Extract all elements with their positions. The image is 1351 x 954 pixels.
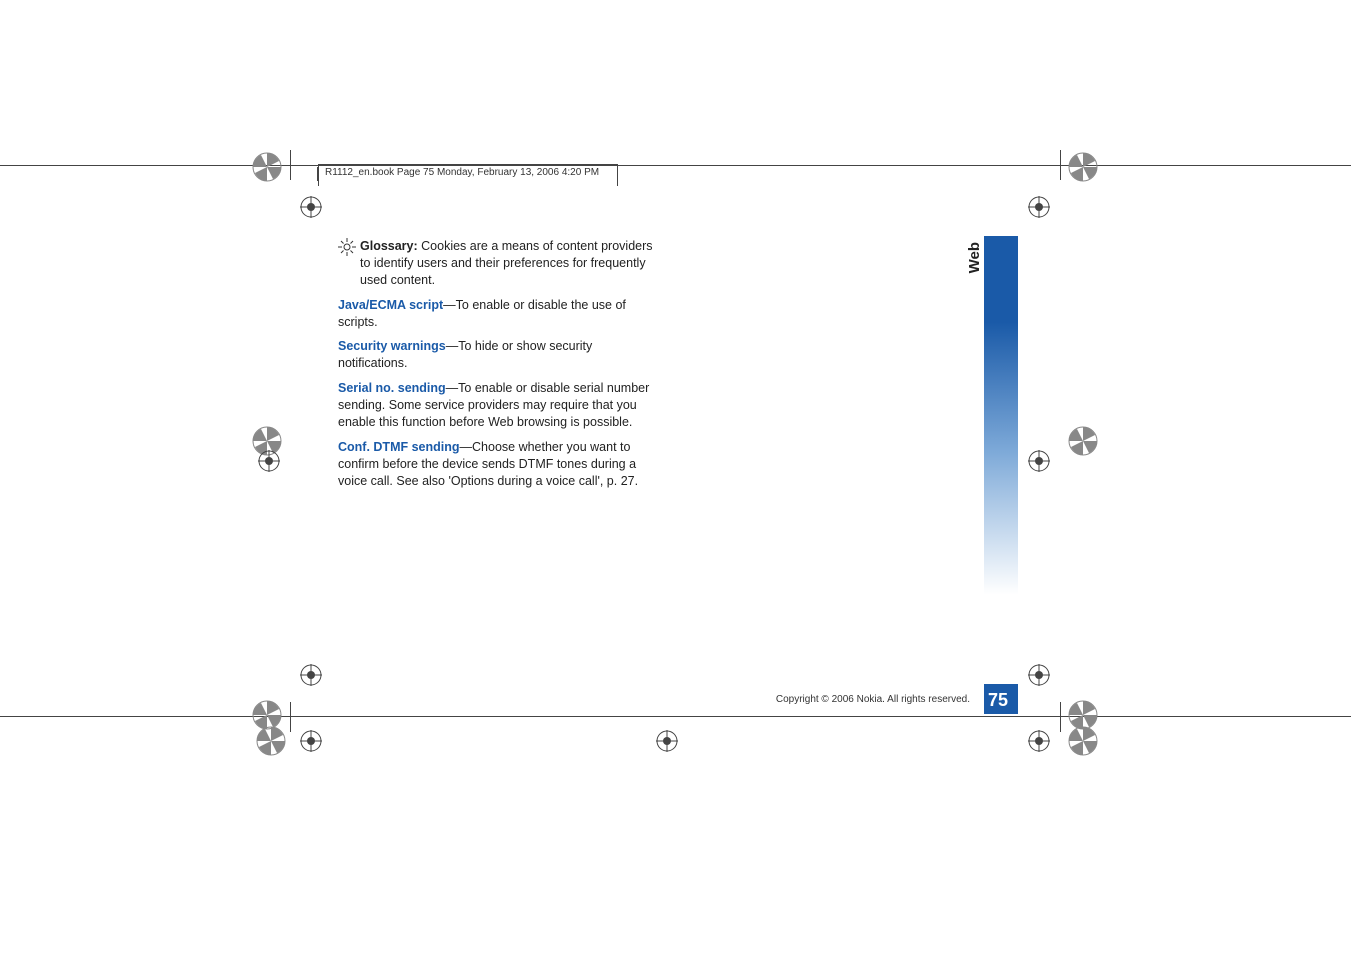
setting-dtmf: Conf. DTMF sending—Choose whether you wa… (338, 439, 658, 490)
registration-cross-icon (1028, 730, 1050, 752)
footer-copyright: Copyright © 2006 Nokia. All rights reser… (318, 694, 1018, 714)
registration-fan-icon (252, 152, 282, 182)
term-serial: Serial no. sending (338, 381, 446, 395)
page-number: 75 (981, 690, 1015, 711)
page-content: Glossary: Cookies are a means of content… (318, 160, 1018, 720)
registration-fan-icon (1068, 152, 1098, 182)
crop-tick (290, 702, 291, 732)
setting-serial: Serial no. sending—To enable or disable … (338, 380, 658, 431)
registration-cross-icon (258, 450, 280, 472)
registration-cross-icon (1028, 196, 1050, 218)
registration-cross-icon (656, 730, 678, 752)
glossary-label: Glossary: (360, 239, 418, 253)
crop-tick (1060, 702, 1061, 732)
registration-cross-icon (1028, 450, 1050, 472)
registration-fan-icon (256, 726, 286, 756)
text-column: Glossary: Cookies are a means of content… (338, 238, 658, 497)
registration-fan-icon (1068, 426, 1098, 456)
crop-tick (1060, 150, 1061, 180)
tip-icon (338, 238, 356, 256)
registration-fan-icon (1068, 726, 1098, 756)
registration-cross-icon (300, 730, 322, 752)
term-dtmf: Conf. DTMF sending (338, 440, 460, 454)
glossary-block: Glossary: Cookies are a means of content… (338, 238, 658, 297)
term-security: Security warnings (338, 339, 446, 353)
term-java: Java/ECMA script (338, 298, 443, 312)
setting-java: Java/ECMA script—To enable or disable th… (338, 297, 658, 331)
crop-tick (290, 150, 291, 180)
registration-cross-icon (1028, 664, 1050, 686)
setting-security: Security warnings—To hide or show securi… (338, 338, 658, 372)
